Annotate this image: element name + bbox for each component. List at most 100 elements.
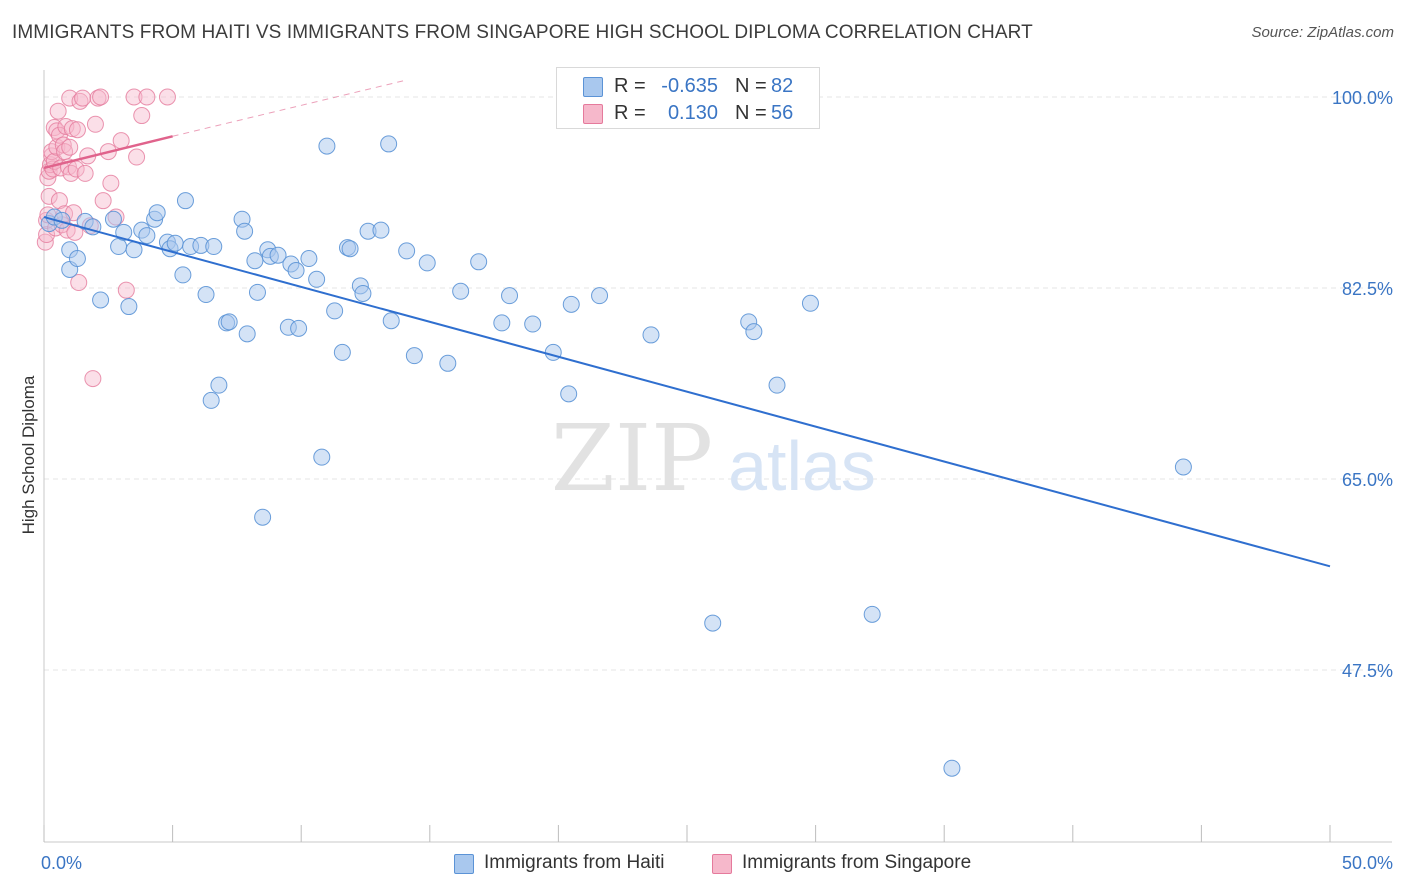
trend-lines <box>43 80 1331 568</box>
data-point-haiti <box>372 221 390 239</box>
data-point-haiti <box>318 137 336 155</box>
data-point-singapore <box>49 102 67 120</box>
data-point-haiti <box>398 242 416 260</box>
trend-line-haiti <box>43 216 1331 568</box>
data-point-haiti <box>176 192 194 210</box>
bottom-legend-label-singapore: Immigrants from Singapore <box>742 852 972 873</box>
data-point-singapore <box>128 148 146 166</box>
data-point-haiti <box>863 605 881 623</box>
data-point-singapore <box>61 138 79 156</box>
data-point-haiti <box>148 204 166 222</box>
data-point-haiti <box>642 326 660 344</box>
data-point-haiti <box>801 294 819 312</box>
data-point-haiti <box>202 391 220 409</box>
data-point-haiti <box>125 241 143 259</box>
data-point-haiti <box>354 284 372 302</box>
data-point-singapore <box>112 132 130 150</box>
data-point-haiti <box>104 210 122 228</box>
legend-n-value: 82 <box>771 75 794 97</box>
data-point-haiti <box>236 222 254 240</box>
y-tick-label: 65.0% <box>1342 470 1393 490</box>
data-point-haiti <box>205 238 223 256</box>
data-point-haiti <box>562 295 580 313</box>
data-point-singapore <box>133 107 151 125</box>
x-tick-label: 50.0% <box>1342 853 1393 873</box>
data-point-singapore <box>40 187 58 205</box>
watermark: ZIP atlas <box>551 405 876 512</box>
data-point-haiti <box>110 238 128 256</box>
data-point-haiti <box>238 325 256 343</box>
data-point-haiti <box>382 312 400 330</box>
data-point-haiti <box>704 614 722 632</box>
data-point-haiti <box>166 234 184 252</box>
data-point-haiti <box>313 448 331 466</box>
y-tick-label: 47.5% <box>1342 661 1393 681</box>
data-point-haiti <box>439 354 457 372</box>
source-label: Source: ZipAtlas.com <box>1251 24 1394 41</box>
legend-r-value: 0.130 <box>667 102 718 124</box>
data-point-haiti <box>1174 458 1192 476</box>
data-point-singapore <box>138 88 156 106</box>
data-point-singapore <box>66 223 84 241</box>
legend-n-label: N = <box>735 75 767 97</box>
data-point-haiti <box>333 343 351 361</box>
data-point-haiti <box>115 223 133 241</box>
data-point-haiti <box>452 282 470 300</box>
y-tick-label: 100.0% <box>1332 88 1393 108</box>
data-point-haiti <box>290 319 308 337</box>
data-point-haiti <box>341 240 359 258</box>
data-point-singapore <box>94 192 112 210</box>
data-point-haiti <box>501 287 519 305</box>
data-point-haiti <box>768 376 786 394</box>
data-point-haiti <box>287 262 305 280</box>
data-point-haiti <box>326 302 344 320</box>
data-point-haiti <box>943 759 961 777</box>
data-point-singapore <box>70 274 88 292</box>
legend-r-label: R = <box>614 102 646 124</box>
data-point-haiti <box>254 508 272 526</box>
data-point-singapore <box>71 92 89 110</box>
legend-row-singapore: R = 0.130 N = 56 <box>557 101 819 127</box>
data-point-haiti <box>269 246 287 264</box>
data-point-haiti <box>470 253 488 271</box>
data-point-singapore <box>74 89 92 107</box>
data-point-haiti <box>745 323 763 341</box>
trend-line-singapore-extension <box>172 80 405 137</box>
legend-row-haiti: R = -0.635 N = 82 <box>557 74 819 100</box>
data-point-haiti <box>197 286 215 304</box>
legend-swatch-singapore <box>583 104 603 124</box>
watermark-zip: ZIP <box>551 405 713 512</box>
data-point-haiti <box>246 252 264 270</box>
data-point-singapore <box>50 192 68 210</box>
data-point-haiti <box>248 283 266 301</box>
data-point-haiti <box>308 270 326 288</box>
data-point-haiti <box>493 314 511 332</box>
legend-r-label: R = <box>614 75 646 97</box>
data-point-haiti <box>405 347 423 365</box>
chart-title: IMMIGRANTS FROM HAITI VS IMMIGRANTS FROM… <box>12 22 1033 43</box>
data-point-singapore <box>76 164 94 182</box>
data-point-haiti <box>380 135 398 153</box>
x-tick-label: 0.0% <box>41 853 82 873</box>
watermark-atlas: atlas <box>728 427 876 505</box>
bottom-legend-label-haiti: Immigrants from Haiti <box>484 852 665 873</box>
data-point-haiti <box>560 385 578 403</box>
data-point-singapore <box>158 88 176 106</box>
data-point-singapore <box>117 281 135 299</box>
axes <box>43 70 1392 843</box>
bottom-legend-swatch-singapore <box>712 854 732 874</box>
data-point-singapore <box>92 88 110 106</box>
data-point-haiti <box>92 291 110 309</box>
data-point-haiti <box>220 313 238 331</box>
legend-n-label: N = <box>735 102 767 124</box>
data-point-haiti <box>138 227 156 245</box>
data-point-singapore <box>84 370 102 388</box>
data-point-haiti <box>591 287 609 305</box>
data-point-singapore <box>63 120 81 138</box>
data-point-singapore <box>61 89 79 107</box>
trend-line-singapore <box>43 135 173 170</box>
correlation-legend: R = -0.635 N = 82 R = 0.130 N = 56 <box>556 67 820 129</box>
data-point-haiti <box>524 315 542 333</box>
data-point-haiti <box>544 343 562 361</box>
